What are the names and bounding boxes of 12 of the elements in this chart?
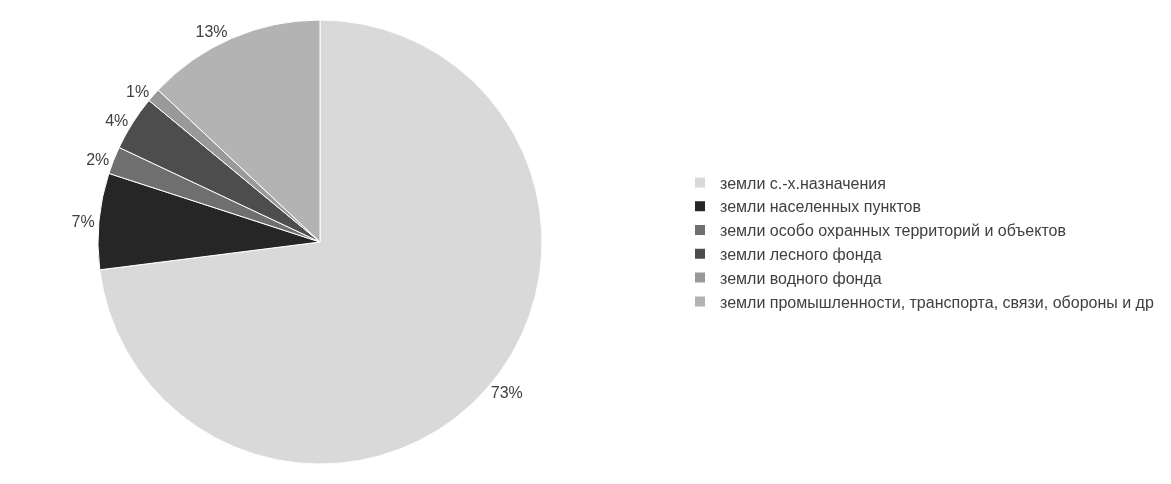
legend-label: земли особо охранных территорий и объектов [720, 222, 1066, 240]
data-label: 13% [195, 22, 228, 40]
data-label: 73% [490, 384, 523, 402]
data-label: 4% [105, 112, 129, 130]
legend-label: земли водного фонда [720, 269, 882, 287]
legend-label: земли промышленности, транспорта, связи, обороны и др [720, 293, 1154, 311]
legend-label: земли с.-х.назначения [720, 174, 886, 192]
data-label: 2% [86, 150, 110, 168]
legend-label: земли населенных пунктов [720, 198, 921, 216]
data-label: 7% [71, 212, 95, 230]
data-label: 1% [126, 82, 150, 100]
legend-label: земли лесного фонда [720, 246, 882, 264]
